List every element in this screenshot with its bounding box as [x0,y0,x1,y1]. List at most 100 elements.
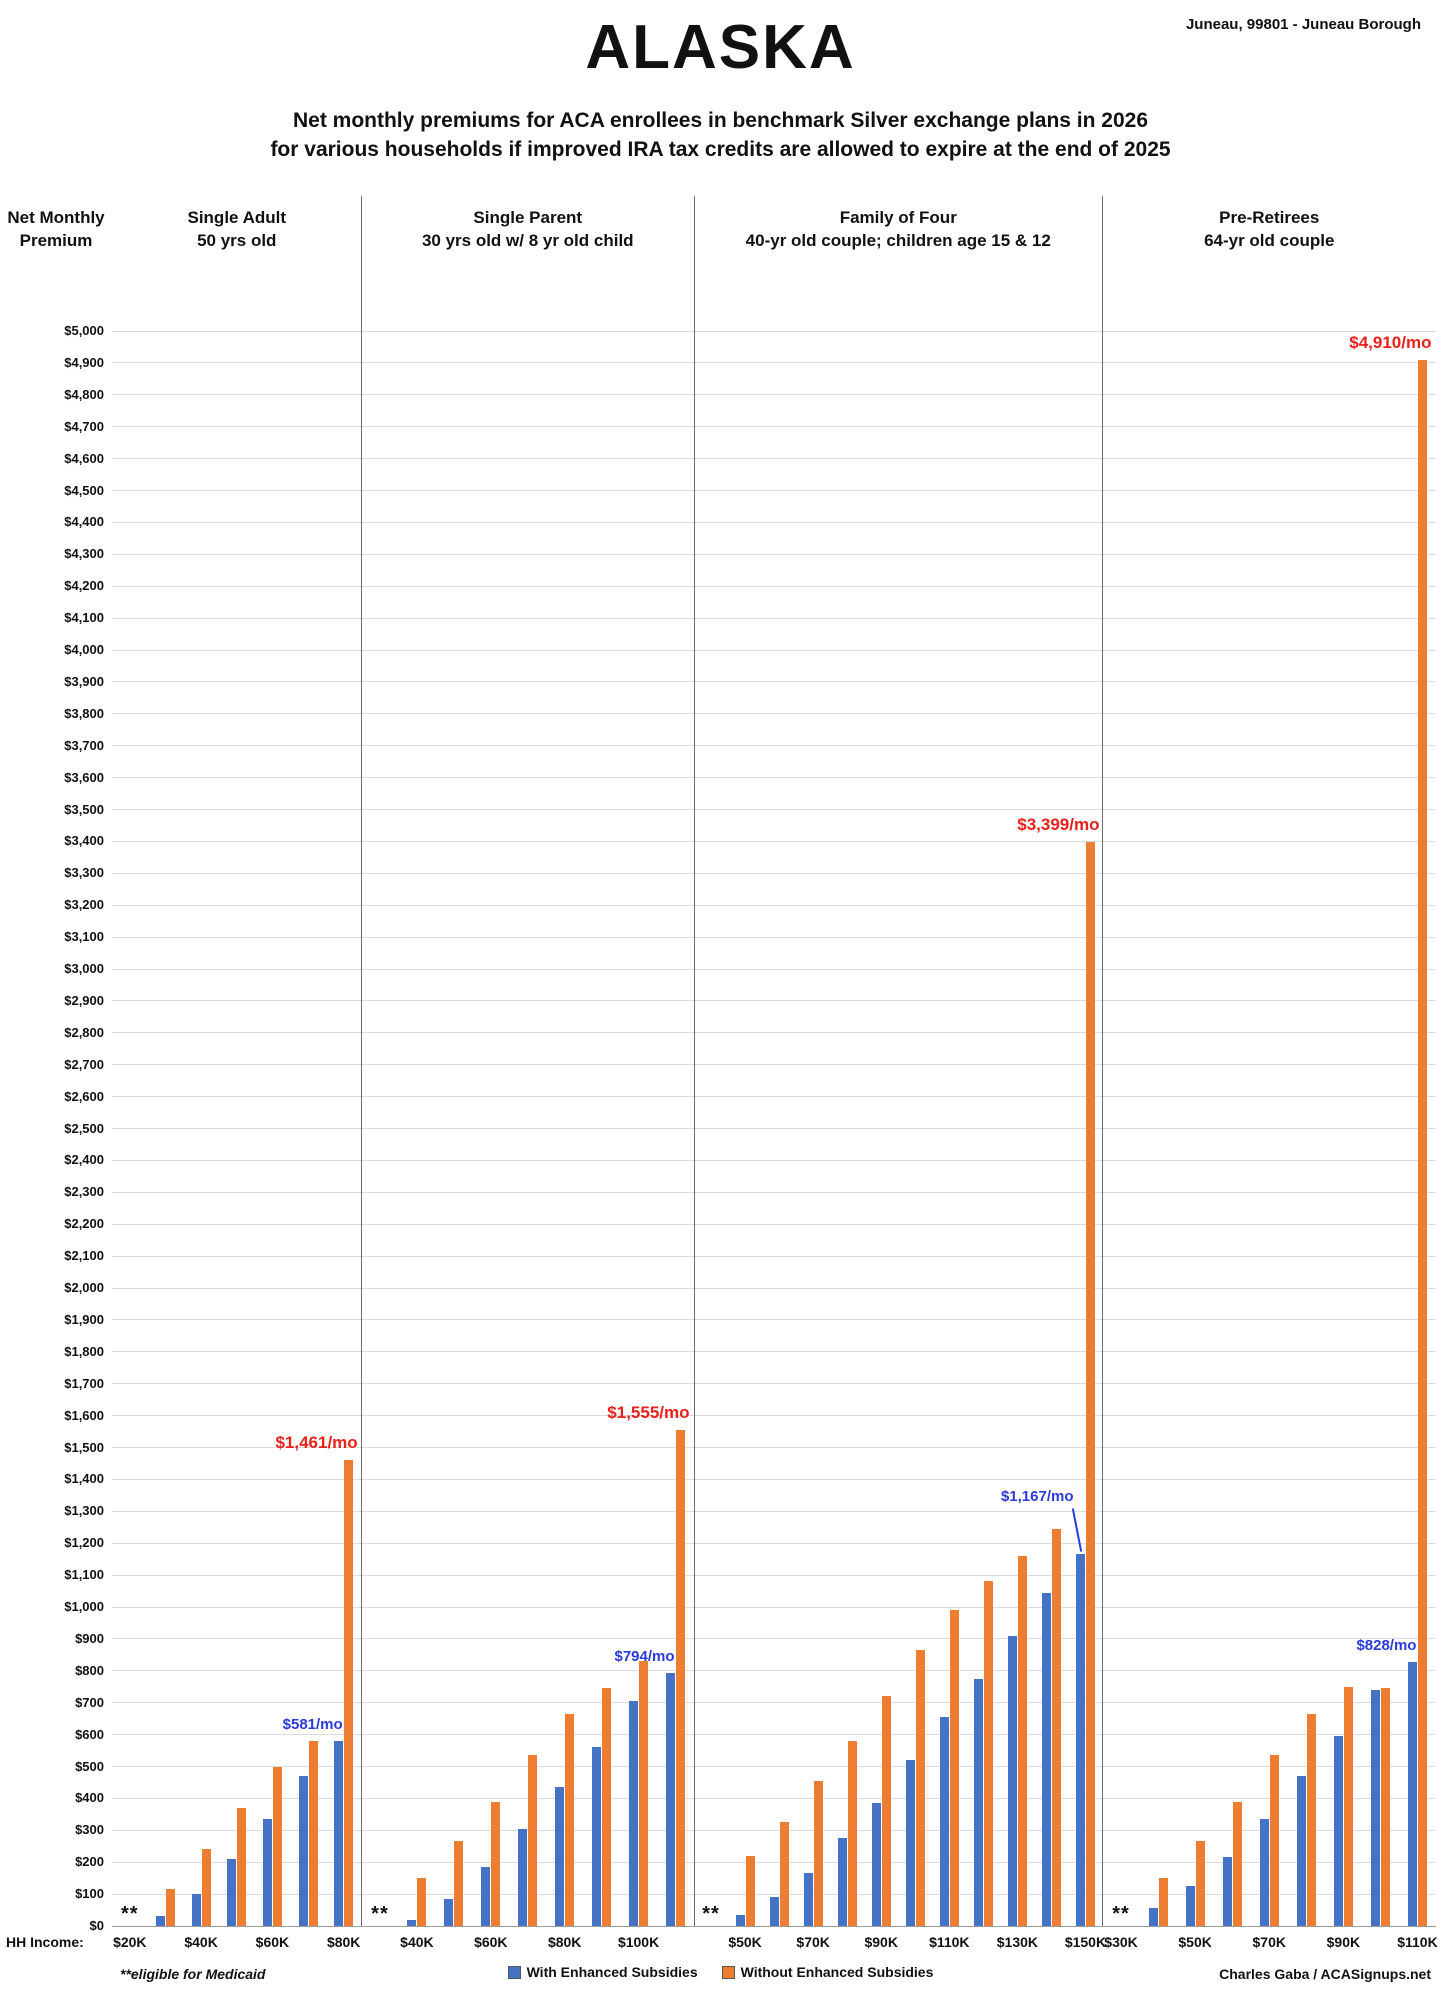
bar-without-enhanced-subsidies [344,1459,354,1926]
legend: With Enhanced Subsidies Without Enhanced … [0,1964,1441,1982]
x-axis-tick-label: $30K [1104,1934,1138,1950]
x-axis-tick-label: $130K [996,1934,1039,1950]
y-axis-tick-label: $3,900 [64,673,104,689]
x-axis-tick-label: $110K [1397,1934,1438,1950]
bar-without-enhanced-subsidies [1085,841,1095,1926]
x-axis-tick-label: $150K [1064,1934,1107,1950]
chart-title: ALASKA [585,13,856,82]
y-axis-tick-label: $4,300 [64,546,104,562]
gridline [112,1191,1436,1193]
bar-without-enhanced-subsidies [454,1841,464,1926]
y-axis-tick-label: $200 [75,1854,104,1870]
y-axis-tick-label: $2,900 [64,992,104,1008]
bar-with-enhanced-subsidies [905,1760,915,1926]
gridline [112,362,1436,364]
bar-without-enhanced-subsidies [491,1801,501,1926]
y-axis-tick-label: $4,700 [64,418,104,434]
value-annotation: $794/mo [614,1647,675,1665]
gridline [112,521,1436,523]
panel-separator [693,196,695,1926]
y-axis-tick-label: $1,600 [64,1407,104,1423]
bar-without-enhanced-subsidies [1017,1555,1027,1926]
legend-item: Without Enhanced Subsidies [721,1964,934,1980]
medicaid-marker: ** [121,1903,139,1925]
y-axis-tick-label: $0 [89,1918,104,1933]
gridline [112,426,1436,428]
y-axis-tick-label: $2,700 [64,1056,104,1072]
x-axis-line [112,1925,1436,1927]
legend-label: With Enhanced Subsidies [526,1964,698,1980]
bar-without-enhanced-subsidies [165,1889,175,1926]
y-axis-tick-label: $3,200 [64,897,104,913]
subtitle-line1: Net monthly premiums for ACA enrollees i… [292,109,1149,132]
legend-swatch [507,1965,521,1979]
value-annotation: $1,461/mo [275,1432,358,1452]
panel-title-line: 64-yr old couple [1204,231,1335,250]
bar-with-enhanced-subsidies [1296,1776,1306,1926]
value-annotation: $4,910/mo [1349,332,1432,352]
bar-with-enhanced-subsidies [1407,1661,1417,1926]
bar-without-enhanced-subsidies [915,1650,925,1926]
bar-without-enhanced-subsidies [237,1807,247,1926]
gridline [112,936,1436,938]
gridline [112,809,1436,810]
y-axis-tick-label: $2,300 [64,1184,104,1200]
bar-without-enhanced-subsidies [745,1855,755,1926]
bar-with-enhanced-subsidies [769,1897,779,1926]
gridline [112,330,1436,332]
bar-with-enhanced-subsidies [666,1672,676,1926]
y-axis-tick-label: $2,600 [64,1088,104,1104]
gridline [112,649,1436,651]
value-annotation: $3,399/mo [1017,814,1100,834]
value-annotation: $1,167/mo [1000,1487,1074,1505]
bar-with-enhanced-subsidies [191,1894,201,1926]
gridline [112,1000,1436,1002]
y-axis-tick-label: $1,400 [64,1471,104,1487]
bar-with-enhanced-subsidies [262,1819,272,1926]
y-axis-tick-label: $1,300 [64,1503,104,1519]
x-axis-tick-label: $60K [474,1934,508,1950]
gridline [112,713,1436,715]
y-axis-tick-label: $3,700 [64,737,104,753]
panel-title-line: 40-yr old couple; children age 15 & 12 [745,231,1051,250]
gridline [112,1766,1436,1767]
gridline [112,1223,1436,1225]
bar-with-enhanced-subsidies [227,1859,237,1926]
y-axis-tick-label: $4,900 [64,354,104,370]
y-axis-tick-label: $3,100 [64,929,104,945]
legend-label: Without Enhanced Subsidies [740,1964,934,1980]
y-axis-tick-label: $2,100 [64,1248,104,1264]
x-axis-tick-label: $70K [1252,1934,1286,1950]
gridline [112,1734,1436,1736]
bar-without-enhanced-subsidies [779,1822,789,1926]
panel-separator [1102,196,1103,1926]
y-axis-tick-label: $1,800 [64,1343,104,1359]
x-axis-tick-label: $50K [1178,1934,1212,1950]
y-axis-tick-label: $300 [75,1822,104,1838]
bar-without-enhanced-subsidies [1306,1713,1316,1926]
value-annotation: $1,555/mo [607,1402,690,1422]
x-axis-tick-label: $100K [617,1934,660,1950]
y-axis-tick-label: $1,500 [64,1439,104,1455]
gridline [112,1255,1436,1257]
x-axis-tick-label: $20K [113,1934,147,1950]
bar-without-enhanced-subsidies [528,1755,538,1926]
y-axis-tick-label: $3,400 [64,833,104,849]
gridline [112,1606,1436,1608]
bar-with-enhanced-subsidies [1007,1635,1017,1926]
y-axis-tick-label: $4,800 [64,386,104,402]
location-label: Juneau, 99801 - Juneau Borough [1185,16,1421,33]
medicaid-marker: ** [1112,1903,1130,1925]
bar-with-enhanced-subsidies [973,1678,983,1926]
gridline [112,585,1436,587]
y-axis-tick-label: $3,000 [64,961,104,976]
x-axis-tick-label: $80K [547,1934,582,1950]
y-axis-tick-label: $1,900 [64,1311,104,1327]
bar-with-enhanced-subsidies [444,1898,454,1926]
bar-with-enhanced-subsidies [1148,1908,1158,1926]
gridline [112,840,1436,842]
y-axis-tick-label: $2,800 [64,1024,104,1040]
x-axis-tick-label: $80K [326,1934,361,1950]
gridline [112,490,1436,491]
